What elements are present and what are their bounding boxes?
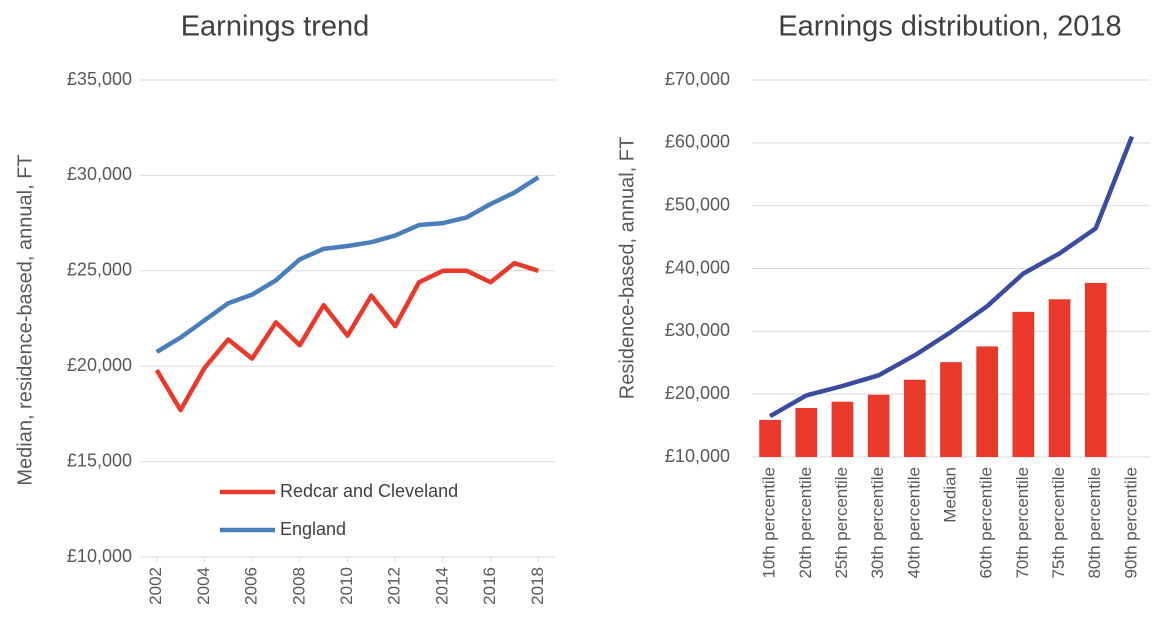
y-tick-label: £10,000 [67, 546, 132, 566]
x-tick-label: 2004 [194, 567, 213, 605]
y-tick-label: £15,000 [67, 450, 132, 470]
bar [867, 394, 890, 457]
bar [1048, 299, 1071, 457]
y-tick-label: £50,000 [665, 194, 730, 214]
y-tick-label: £60,000 [665, 132, 730, 152]
x-tick-label: 2016 [480, 567, 499, 605]
x-tick-label: 2018 [528, 567, 547, 605]
x-tick-label: 70th percentile [1013, 467, 1032, 579]
legend-label: Redcar and Cleveland [280, 481, 458, 501]
x-tick-label: 10th percentile [760, 467, 779, 579]
x-tick-label: 75th percentile [1049, 467, 1068, 579]
y-axis-title: Median, residence-based, annual, FT [14, 154, 36, 485]
x-tick-label: 60th percentile [977, 467, 996, 579]
x-tick-label: 2014 [432, 567, 451, 605]
bar [1084, 282, 1107, 457]
x-tick-label: 80th percentile [1085, 467, 1104, 579]
x-tick-label: 30th percentile [868, 467, 887, 579]
y-axis-title: Residence-based, annual, FT [616, 137, 638, 399]
y-tick-label: £35,000 [67, 69, 132, 89]
y-tick-label: £10,000 [665, 446, 730, 466]
x-tick-label: 90th percentile [1121, 467, 1140, 579]
y-tick-label: £20,000 [665, 383, 730, 403]
legend-label: England [280, 519, 346, 539]
x-tick-label: 40th percentile [904, 467, 923, 579]
bar [831, 401, 854, 457]
bar [940, 362, 962, 457]
chart-title: Earnings distribution, 2018 [778, 11, 1121, 43]
line [768, 135, 1135, 419]
y-tick-label: £30,000 [67, 164, 132, 184]
bar [903, 379, 926, 457]
bar [976, 346, 999, 457]
x-tick-label: 2012 [385, 567, 404, 605]
x-tick-label: 2008 [289, 567, 308, 605]
line [154, 260, 539, 413]
x-tick-label: Median [940, 467, 959, 523]
bar [759, 419, 781, 457]
x-tick-label: 20th percentile [796, 467, 815, 579]
y-tick-label: £40,000 [665, 257, 730, 277]
y-tick-label: £25,000 [67, 260, 132, 280]
y-tick-label: £20,000 [67, 355, 132, 375]
bar [1012, 311, 1035, 457]
bar [795, 407, 818, 457]
chart-title: Earnings trend [181, 11, 370, 43]
y-tick-label: £30,000 [665, 320, 730, 340]
x-tick-label: 2010 [337, 567, 356, 605]
x-tick-label: 25th percentile [832, 467, 851, 579]
line [155, 175, 540, 354]
y-tick-label: £70,000 [665, 69, 730, 89]
x-tick-label: 2006 [242, 567, 261, 605]
x-tick-label: 2002 [146, 567, 165, 605]
